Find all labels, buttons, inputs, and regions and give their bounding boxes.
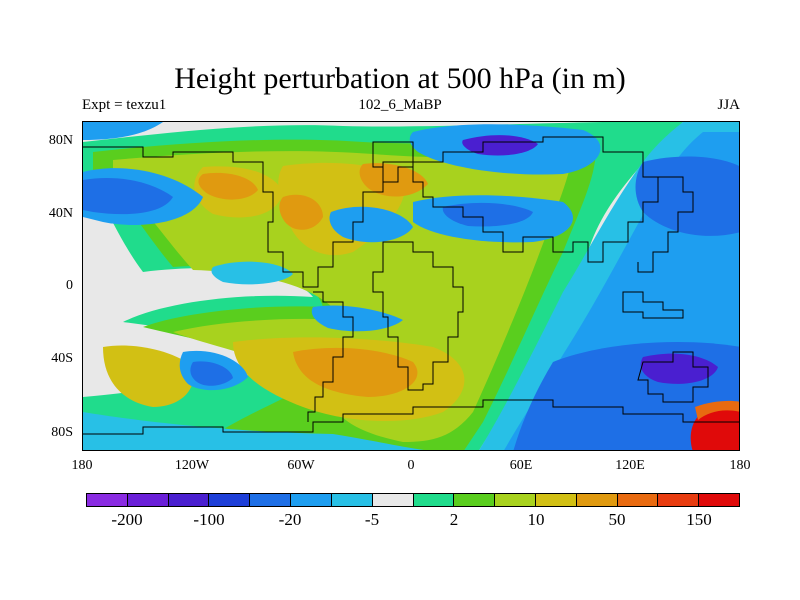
lon-label-120w: 120W: [174, 458, 210, 473]
lat-label-40n: 40N: [48, 206, 73, 221]
colorbar-swatch: [372, 494, 414, 506]
chart-title: Height perturbation at 500 hPa (in m): [174, 62, 626, 95]
colorbar-label: -100: [193, 510, 225, 529]
coast-antarctica: [83, 399, 739, 435]
colorbar-swatch: [454, 494, 496, 506]
contour-orange-patch-4: [198, 172, 258, 200]
map-plot-area: [82, 121, 740, 451]
colorbar-label: -200: [111, 510, 143, 529]
coast-africa: [372, 241, 464, 391]
experiment-label: Expt = texzu1: [82, 97, 167, 113]
colorbar-swatch: [576, 494, 618, 506]
contour-low-south-america: [83, 412, 425, 450]
colorbar-swatch: [87, 494, 128, 506]
contour-low-east-pacific-north: [635, 156, 739, 236]
colorbar: [86, 493, 740, 507]
colorbar-swatch: [658, 494, 700, 506]
contour-high-southeast-rim: [695, 400, 739, 420]
coast-east-asia: [637, 176, 694, 273]
lon-label-180w: 180: [71, 458, 93, 473]
colorbar-swatch: [127, 494, 169, 506]
colorbar-swatch: [331, 494, 373, 506]
contour-low-southwest-core: [190, 361, 233, 386]
lon-label-120e: 120E: [615, 458, 645, 473]
colorbar-swatch: [168, 494, 210, 506]
lat-label-80n: 80N: [48, 133, 73, 148]
colorbar-swatch: [250, 494, 292, 506]
colorbar-swatch: [413, 494, 455, 506]
colorbar-label: -5: [364, 510, 380, 529]
colorbar-label: 50: [608, 510, 626, 529]
lat-label-40s: 40S: [51, 351, 73, 366]
lon-label-60w: 60W: [287, 458, 315, 473]
contour-orange-patch-3: [293, 347, 418, 397]
contour-high-southeast: [690, 405, 739, 450]
contour-low-arctic-core: [462, 135, 538, 156]
coast-australia: [637, 351, 709, 403]
coast-indonesia: [622, 291, 684, 319]
coastlines: [83, 136, 739, 435]
contour-low-northwest-core: [83, 177, 173, 215]
contour-low-tropical: [211, 261, 293, 285]
lat-label-0: 0: [66, 278, 73, 293]
colorbar-swatch: [535, 494, 577, 506]
colorbar-swatch: [209, 494, 251, 506]
colorbar-label: 2: [449, 510, 459, 529]
period-label: 102_6_MaBP: [358, 97, 442, 113]
coast-greenland: [372, 141, 414, 183]
contour-orange-patch-1: [279, 194, 323, 230]
lat-label-80s: 80S: [51, 425, 73, 440]
colorbar-swatch: [617, 494, 659, 506]
contour-orange-patch-2: [359, 163, 428, 197]
colorbar-swatch: [699, 494, 739, 506]
lon-label-0: 0: [407, 458, 415, 473]
coast-north-america: [83, 146, 413, 288]
contour-map: [83, 122, 739, 450]
colorbar-label: -20: [278, 510, 302, 529]
colorbar-swatch: [495, 494, 536, 506]
contour-low-east-corner-north: [83, 122, 163, 140]
lon-label-180e: 180: [729, 458, 751, 473]
coast-south-america: [307, 291, 354, 422]
contour-gold-patch-3: [103, 345, 194, 407]
contour-low-east-core: [640, 353, 718, 384]
coast-eurasia: [412, 136, 659, 263]
contour-low-equator: [311, 305, 403, 332]
colorbar-swatch: [291, 494, 332, 506]
contour-low-atlantic: [329, 206, 413, 243]
season-label: JJA: [717, 97, 740, 113]
contour-low-eurasia-core: [442, 202, 533, 227]
colorbar-label: 10: [527, 510, 545, 529]
colorbar-label: 150: [686, 510, 712, 529]
lon-label-60e: 60E: [509, 458, 533, 473]
